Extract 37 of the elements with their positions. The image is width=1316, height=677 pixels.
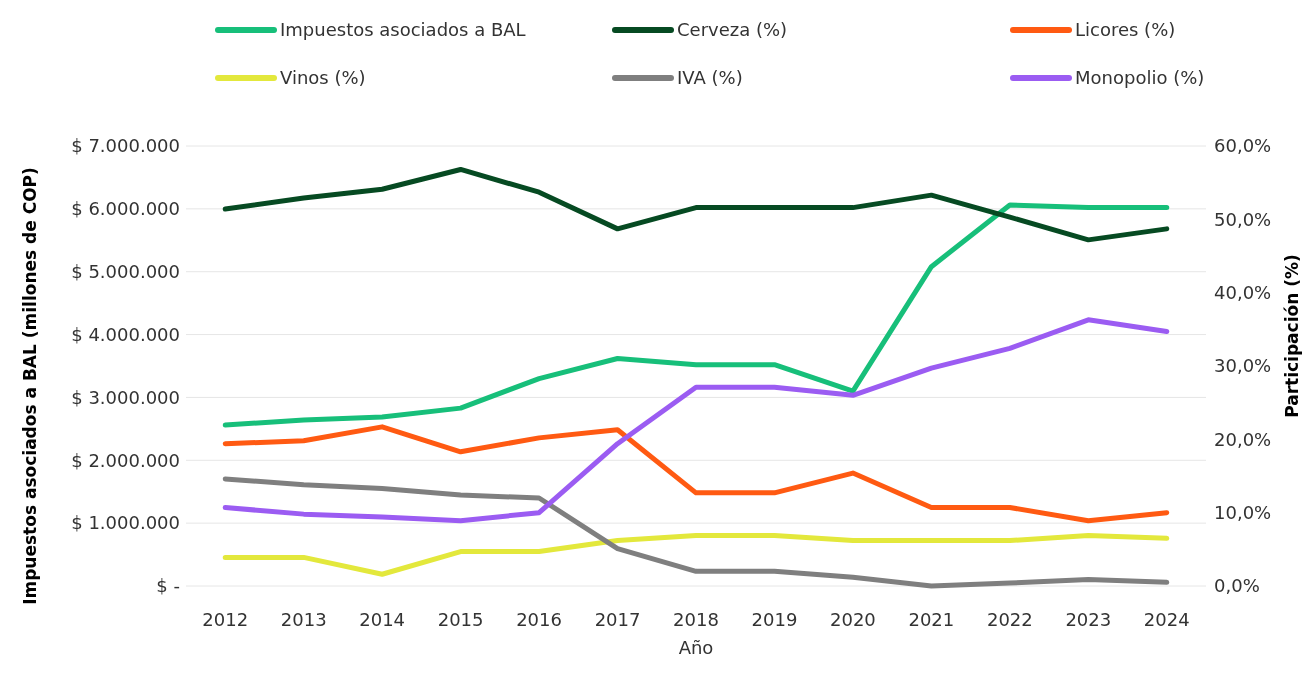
- y2-tick-label: 60,0%: [1214, 135, 1272, 157]
- y-tick-label: $ 3.000.000: [71, 386, 180, 408]
- legend-label: IVA (%): [677, 67, 743, 89]
- y2-tick-label: 30,0%: [1214, 355, 1272, 377]
- y-tick-label: $ -: [156, 575, 180, 597]
- y-tick-label: $ 2.000.000: [71, 449, 180, 471]
- legend-label: Monopolio (%): [1075, 67, 1205, 89]
- y-tick-label: $ 6.000.000: [71, 198, 180, 220]
- x-tick-label: 2021: [908, 609, 955, 630]
- y2-tick-label: 0,0%: [1214, 575, 1260, 597]
- y-tick-label: $ 7.000.000: [71, 135, 180, 157]
- x-tick-label: 2016: [516, 609, 562, 630]
- x-tick-label: 2018: [673, 609, 719, 630]
- y2-tick-label: 10,0%: [1214, 501, 1272, 523]
- y2-tick-label: 50,0%: [1214, 208, 1272, 230]
- x-tick-label: 2012: [202, 609, 249, 630]
- x-tick-label: 2017: [594, 609, 641, 630]
- y2-tick-label: 20,0%: [1214, 428, 1272, 450]
- x-tick-label: 2023: [1065, 609, 1112, 630]
- y-tick-label: $ 1.000.000: [71, 512, 180, 534]
- x-tick-label: 2020: [830, 609, 876, 630]
- legend-label: Vinos (%): [280, 67, 366, 89]
- y2-tick-label: 40,0%: [1214, 281, 1272, 303]
- legend-label: Cerveza (%): [677, 19, 788, 41]
- legend-label: Licores (%): [1075, 19, 1176, 41]
- y-axis-title: Impuestos asociados a BAL (millones de COP): [20, 167, 40, 605]
- x-tick-label: 2024: [1143, 609, 1190, 630]
- x-tick-label: 2014: [359, 609, 406, 630]
- legend-label: Impuestos asociados a BAL: [280, 19, 526, 41]
- y-tick-label: $ 4.000.000: [71, 323, 180, 345]
- y2-axis-title: Participación (%): [1282, 254, 1302, 418]
- x-tick-label: 2022: [986, 609, 1033, 630]
- x-tick-label: 2013: [280, 609, 327, 630]
- x-tick-label: 2015: [437, 609, 484, 630]
- x-axis-title: Año: [678, 637, 714, 658]
- x-tick-label: 2019: [751, 609, 798, 630]
- y-tick-label: $ 5.000.000: [71, 261, 180, 283]
